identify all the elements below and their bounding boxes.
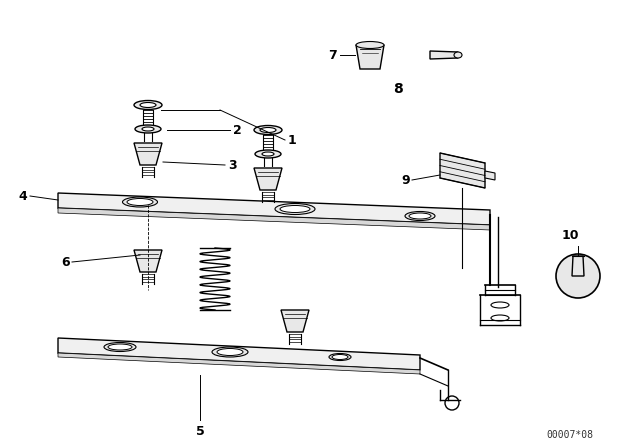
Ellipse shape	[255, 150, 281, 158]
Ellipse shape	[332, 354, 348, 359]
Ellipse shape	[140, 103, 156, 108]
Text: 1: 1	[288, 134, 297, 146]
Ellipse shape	[405, 211, 435, 220]
Ellipse shape	[454, 52, 462, 58]
Ellipse shape	[142, 127, 154, 131]
Polygon shape	[134, 143, 162, 165]
Text: 2: 2	[233, 124, 242, 137]
Ellipse shape	[134, 100, 162, 109]
Polygon shape	[281, 310, 309, 332]
Ellipse shape	[329, 353, 351, 361]
Ellipse shape	[135, 125, 161, 133]
Text: 6: 6	[61, 255, 70, 268]
Circle shape	[556, 254, 600, 298]
Polygon shape	[440, 153, 485, 188]
Text: 10: 10	[561, 229, 579, 242]
Polygon shape	[134, 250, 162, 272]
Ellipse shape	[262, 152, 274, 156]
Ellipse shape	[491, 302, 509, 308]
Polygon shape	[430, 51, 458, 59]
Ellipse shape	[254, 125, 282, 134]
Polygon shape	[58, 208, 490, 230]
Ellipse shape	[212, 347, 248, 357]
Ellipse shape	[122, 197, 157, 207]
Ellipse shape	[108, 344, 132, 350]
Polygon shape	[254, 168, 282, 190]
Circle shape	[445, 396, 459, 410]
Polygon shape	[58, 353, 420, 374]
Ellipse shape	[260, 128, 276, 133]
Ellipse shape	[409, 213, 431, 219]
Ellipse shape	[356, 42, 384, 48]
Text: 3: 3	[228, 159, 237, 172]
Ellipse shape	[275, 203, 315, 215]
Polygon shape	[58, 338, 420, 370]
Text: 5: 5	[196, 425, 204, 438]
Text: 4: 4	[19, 190, 27, 202]
Polygon shape	[485, 171, 495, 180]
Polygon shape	[356, 45, 384, 69]
Text: 7: 7	[328, 48, 337, 61]
Text: 9: 9	[401, 173, 410, 186]
Ellipse shape	[491, 315, 509, 321]
Ellipse shape	[104, 343, 136, 352]
Text: 8: 8	[393, 82, 403, 96]
Ellipse shape	[217, 349, 243, 356]
Polygon shape	[572, 256, 584, 276]
Text: 00007*08: 00007*08	[547, 430, 593, 440]
Ellipse shape	[127, 198, 153, 206]
Ellipse shape	[280, 206, 310, 212]
Polygon shape	[58, 193, 490, 225]
